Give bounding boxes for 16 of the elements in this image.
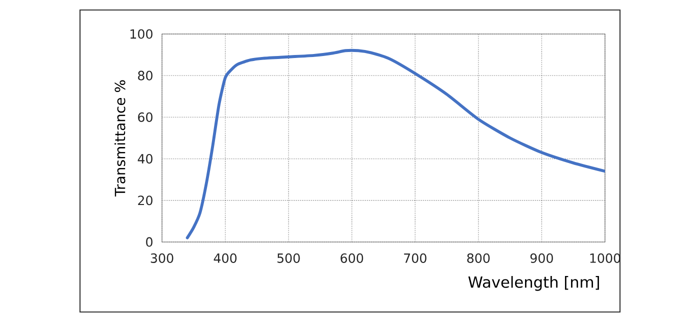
x-tick-label: 600 (340, 253, 364, 263)
y-tick-label: 100 (130, 29, 152, 39)
y-tick-label: 60 (138, 112, 152, 122)
y-tick-label: 80 (138, 70, 152, 80)
x-tick-label: 500 (277, 253, 300, 263)
x-tick-label: 800 (467, 253, 490, 263)
y-tick-label: 0 (146, 237, 152, 247)
y-tick-label: 40 (138, 154, 152, 164)
y-axis-title: Transmittance % (114, 80, 126, 197)
x-tick-label: 300 (150, 253, 174, 263)
line-series (186, 48, 605, 240)
x-tick-label: 900 (530, 253, 553, 263)
x-tick-label: 700 (404, 253, 426, 263)
x-axis-title: Wavelength [nm] (468, 276, 599, 291)
x-tick-label: 400 (214, 253, 237, 263)
y-tick-label: 20 (138, 196, 152, 206)
